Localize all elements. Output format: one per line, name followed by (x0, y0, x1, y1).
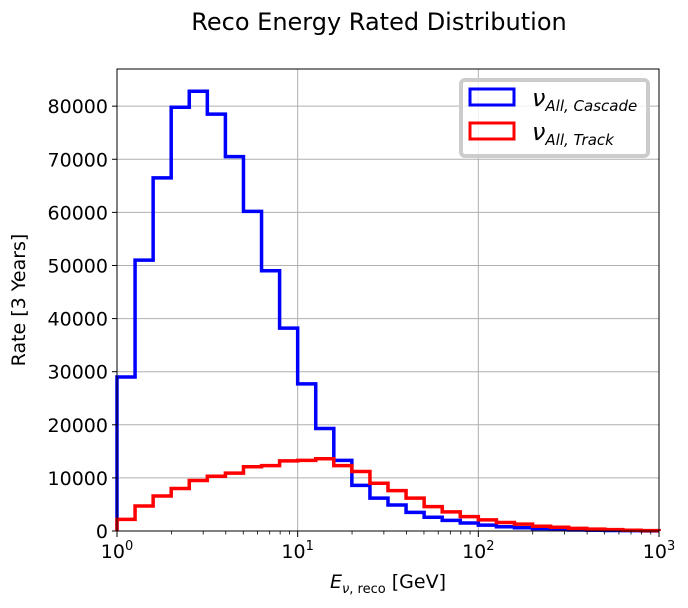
y-tick-label: 20000 (48, 415, 108, 437)
chart-title: Reco Energy Rated Distribution (191, 8, 566, 36)
x-tick-label: 103 (643, 539, 675, 563)
x-axis-label: Eν, reco [GeV] (330, 571, 446, 597)
legend: νAll, Cascade νAll, Track (459, 78, 650, 158)
y-tick-label: 80000 (48, 96, 108, 118)
plot-series (115, 89, 661, 533)
y-tick-label: 30000 (48, 362, 108, 384)
x-axis: 100 101 102 103 (101, 531, 675, 563)
legend-label-cascade: νAll, Cascade (532, 84, 637, 115)
x-tick-label: 100 (101, 539, 133, 563)
series-track-histogram (115, 457, 661, 533)
legend-box (459, 78, 650, 158)
y-tick-label: 40000 (48, 309, 108, 331)
y-tick-label: 50000 (48, 255, 108, 277)
y-tick-label: 10000 (48, 468, 108, 490)
legend-swatch-cascade (468, 87, 516, 107)
y-tick-label: 60000 (48, 202, 108, 224)
y-axis: 0 10000 20000 30000 40000 50000 60000 70000 8000… (48, 96, 117, 543)
y-axis-label: Rate [3 Years] (8, 234, 30, 367)
x-tick-label: 101 (281, 539, 313, 563)
legend-swatch-track (468, 121, 516, 141)
x-tick-label: 102 (462, 539, 494, 563)
y-tick-label: 70000 (48, 149, 108, 171)
y-tick-label: 0 (96, 521, 108, 543)
legend-label-track: νAll, Track (532, 118, 615, 149)
plot-frame (116, 68, 660, 532)
